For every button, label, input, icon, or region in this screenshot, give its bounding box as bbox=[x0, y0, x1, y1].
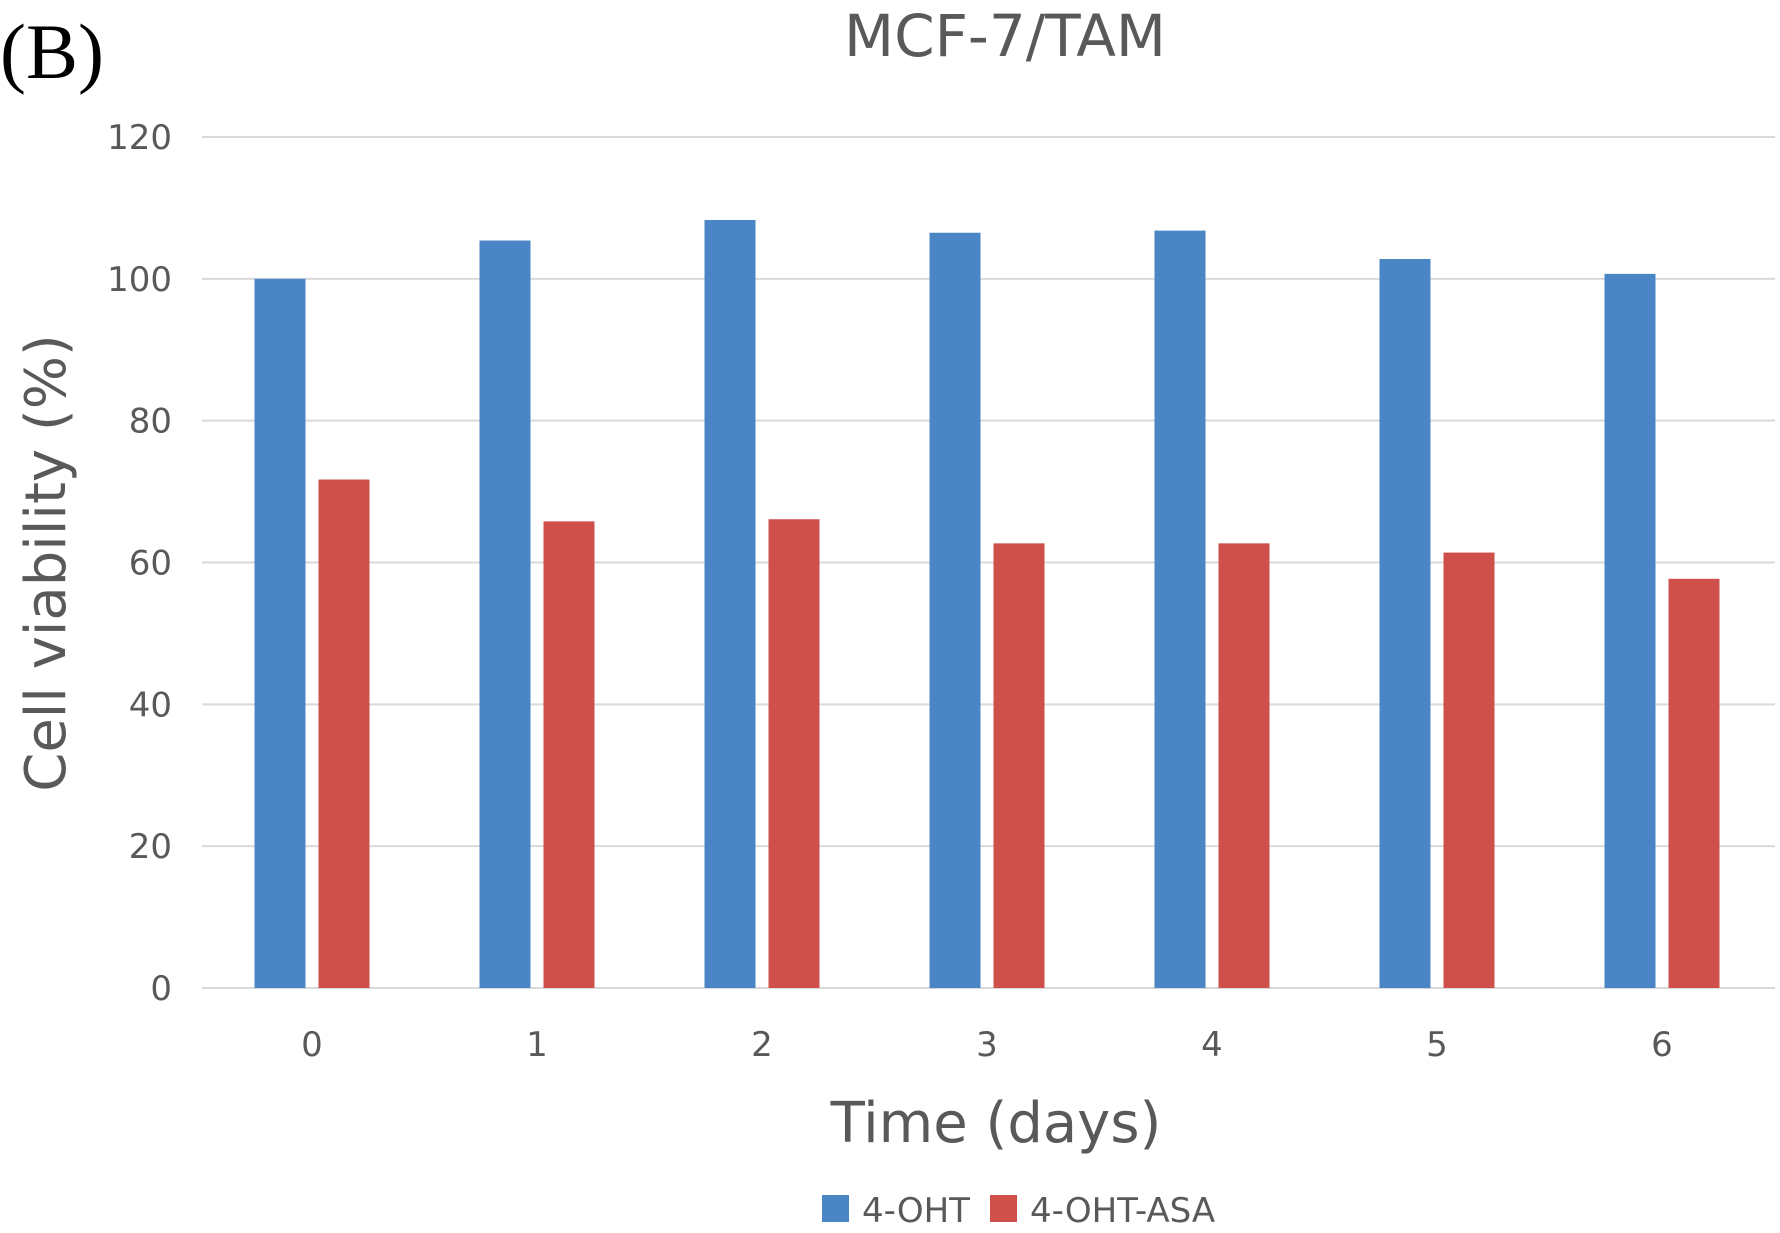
bar-4-oht-asa-day-6 bbox=[1668, 578, 1720, 988]
x-tick-label: 6 bbox=[1651, 1025, 1673, 1065]
x-tick-labels: 0 1 2 3 4 5 6 bbox=[301, 1025, 1673, 1065]
bar-4-oht-asa-day-3 bbox=[993, 543, 1045, 988]
bars bbox=[254, 219, 1720, 989]
legend: 4-OHT 4-OHT-ASA bbox=[822, 1191, 1215, 1231]
bar-4-oht-day-0 bbox=[254, 278, 306, 988]
y-tick-label: 120 bbox=[107, 118, 172, 158]
x-tick-label: 0 bbox=[301, 1025, 323, 1065]
legend-label-4-oht-asa: 4-OHT-ASA bbox=[1030, 1191, 1215, 1231]
y-tick-label: 40 bbox=[129, 685, 172, 725]
bar-4-oht-day-4 bbox=[1154, 230, 1206, 989]
x-axis-title: Time (days) bbox=[830, 1091, 1162, 1156]
x-tick-label: 4 bbox=[1201, 1025, 1223, 1065]
x-tick-label: 2 bbox=[751, 1025, 773, 1065]
x-tick-label: 5 bbox=[1426, 1025, 1448, 1065]
bar-4-oht-asa-day-5 bbox=[1443, 552, 1495, 988]
y-tick-label: 0 bbox=[150, 969, 172, 1009]
y-tick-label: 20 bbox=[129, 827, 172, 867]
y-tick-label: 80 bbox=[129, 402, 172, 442]
bar-4-oht-day-6 bbox=[1604, 273, 1656, 989]
bar-4-oht-asa-day-1 bbox=[543, 521, 595, 988]
chart-title: MCF-7/TAM bbox=[844, 2, 1166, 70]
bar-4-oht-asa-day-0 bbox=[318, 479, 370, 988]
y-tick-label: 60 bbox=[129, 544, 172, 584]
legend-label-4-oht: 4-OHT bbox=[862, 1191, 970, 1231]
panel-label: (B) bbox=[0, 8, 104, 95]
x-tick-label: 1 bbox=[526, 1025, 548, 1065]
bar-4-oht-asa-day-2 bbox=[768, 519, 820, 988]
legend-swatch-4-oht bbox=[822, 1195, 849, 1222]
gridlines bbox=[202, 136, 1775, 989]
bar-4-oht-asa-day-4 bbox=[1218, 543, 1270, 988]
legend-swatch-4-oht-asa bbox=[990, 1195, 1017, 1222]
y-axis-title: Cell viability (%) bbox=[14, 334, 79, 792]
bar-4-oht-day-1 bbox=[479, 240, 531, 988]
x-tick-label: 3 bbox=[976, 1025, 998, 1065]
bar-4-oht-day-2 bbox=[704, 219, 756, 988]
bar-4-oht-day-5 bbox=[1379, 258, 1431, 988]
y-tick-labels: 0 20 40 60 80 100 120 bbox=[107, 118, 172, 1009]
bar-4-oht-day-3 bbox=[929, 232, 981, 989]
y-tick-label: 100 bbox=[107, 260, 172, 300]
